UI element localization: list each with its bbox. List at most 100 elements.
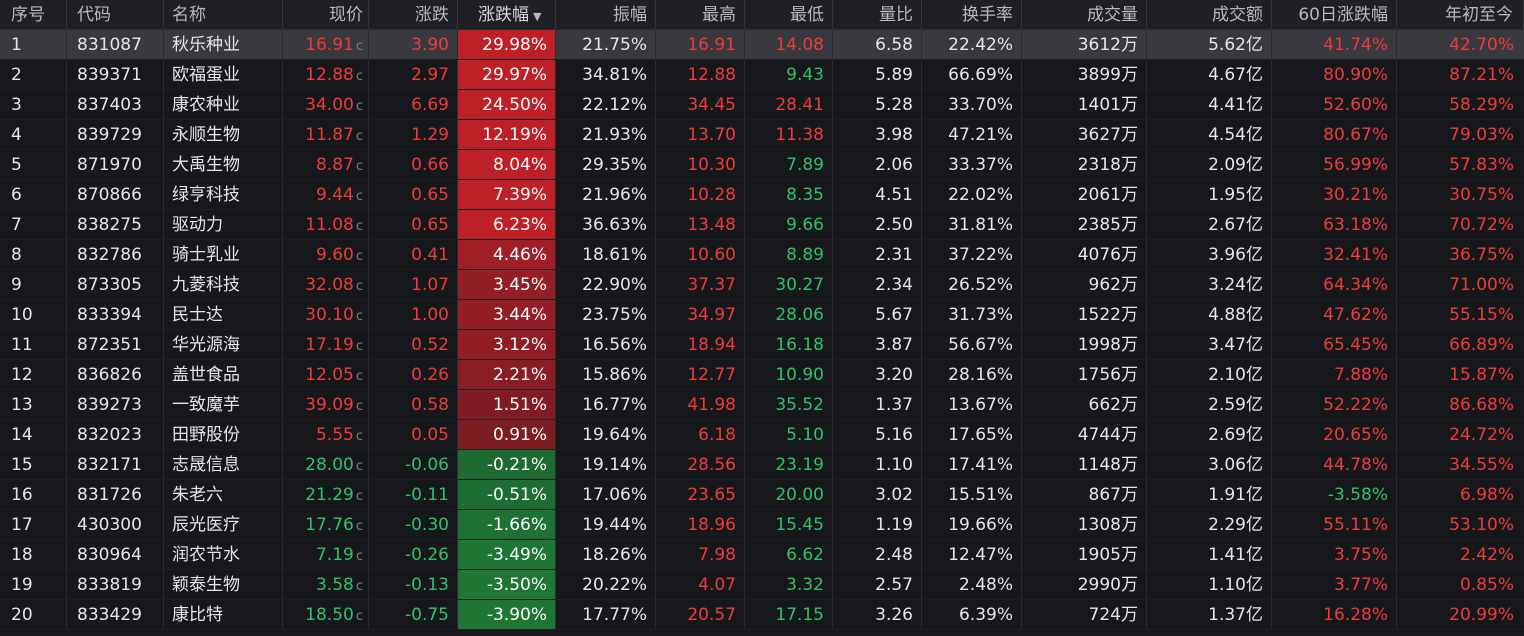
- cell-high: 4.07: [656, 570, 745, 599]
- sort-desc-icon[interactable]: ▼: [533, 10, 542, 23]
- cell-change: 0.41: [369, 240, 458, 269]
- cell-60d-change: 3.77%: [1272, 570, 1397, 599]
- table-row[interactable]: 19 833819 颖泰生物 3.58 c -0.13 -3.50% 20.22% 4.07 3.…: [0, 570, 1524, 600]
- col-header-amount[interactable]: 成交额: [1147, 0, 1272, 29]
- col-header-60d-change[interactable]: 60日涨跌幅: [1272, 0, 1397, 29]
- table-row[interactable]: 1 831087 秋乐种业 16.91 c 3.90 29.98% 21.75% 16.91 14…: [0, 30, 1524, 60]
- col-header-name[interactable]: 名称: [164, 0, 283, 29]
- table-row[interactable]: 4 839729 永顺生物 11.87 c 1.29 12.19% 21.93% 13.70 11…: [0, 120, 1524, 150]
- cell-index: 14: [0, 420, 67, 449]
- col-header-index[interactable]: 序号: [0, 0, 67, 29]
- cell-high: 28.56: [656, 450, 745, 479]
- table-row[interactable]: 2 839371 欧福蛋业 12.88 c 2.97 29.97% 34.81% 12.88 9.…: [0, 60, 1524, 90]
- cell-turnover-rate: 28.16%: [922, 360, 1022, 389]
- table-row[interactable]: 3 837403 康农种业 34.00 c 6.69 24.50% 22.12% 34.45 28…: [0, 90, 1524, 120]
- table-row[interactable]: 11 872351 华光源海 17.19 c 0.52 3.12% 16.56% 18.94 16…: [0, 330, 1524, 360]
- cell-name: 颖泰生物: [164, 570, 283, 599]
- table-row[interactable]: 18 830964 润农节水 7.19 c -0.26 -3.49% 18.26% 7.98 6.…: [0, 540, 1524, 570]
- cell-price: 11.87 c: [283, 120, 369, 149]
- table-row[interactable]: 12 836826 盖世食品 12.05 c 0.26 2.21% 15.86% 12.77 10…: [0, 360, 1524, 390]
- cell-high: 12.88: [656, 60, 745, 89]
- cell-change-pct: 24.50%: [458, 90, 556, 119]
- cell-ytd: 57.83%: [1449, 155, 1514, 175]
- cell-turnover-rate: 13.67%: [922, 390, 1022, 419]
- cell-ytd: 24.72%: [1449, 425, 1514, 445]
- cell-price: 5.55 c: [283, 420, 369, 449]
- cell-volume-ratio: 5.28: [833, 90, 922, 119]
- cell-high: 12.77: [656, 360, 745, 389]
- cell-ytd: 6.98%: [1459, 485, 1514, 505]
- cell-volume-ratio: 2.31: [833, 240, 922, 269]
- cell-volume-ratio: 2.50: [833, 210, 922, 239]
- cell-change-pct: 7.39%: [458, 180, 556, 209]
- cell-price: 8.87 c: [283, 150, 369, 179]
- cell-60d-change: 63.18%: [1272, 210, 1397, 239]
- table-row[interactable]: 20 833429 康比特 18.50 c -0.75 -3.90% 17.77% 20.57 1…: [0, 600, 1524, 630]
- cell-code: 838275: [67, 210, 164, 239]
- cell-turnover-rate: 22.42%: [922, 30, 1022, 59]
- col-header-ytd[interactable]: 年初至今: [1397, 0, 1524, 29]
- cell-name: 辰光医疗: [164, 510, 283, 539]
- table-row[interactable]: 16 831726 朱老六 21.29 c -0.11 -0.51% 17.06% 23.65 2…: [0, 480, 1524, 510]
- cell-volume: 3612万: [1022, 30, 1147, 59]
- col-header-code[interactable]: 代码: [67, 0, 164, 29]
- table-row[interactable]: 13 839273 一致魔芋 39.09 c 0.58 1.51% 16.77% 41.98 35…: [0, 390, 1524, 420]
- cell-index: 7: [0, 210, 67, 239]
- cell-low: 9.43: [745, 60, 833, 89]
- cell-name: 大禹生物: [164, 150, 283, 179]
- cell-amount: 4.67亿: [1147, 60, 1272, 89]
- col-header-turnover-rate[interactable]: 换手率: [922, 0, 1022, 29]
- cell-ytd: 87.21%: [1449, 65, 1514, 85]
- table-row[interactable]: 17 430300 辰光医疗 17.76 c -0.30 -1.66% 19.44% 18.96…: [0, 510, 1524, 540]
- table-row[interactable]: 7 838275 驱动力 11.08 c 0.65 6.23% 36.63% 13.48 9.66…: [0, 210, 1524, 240]
- price-flag-indicator: c: [355, 489, 363, 504]
- col-header-price[interactable]: 现价: [283, 0, 369, 29]
- cell-volume: 724万: [1022, 600, 1147, 629]
- cell-ytd: 86.68%: [1449, 395, 1514, 415]
- cell-change-pct: -0.21%: [458, 450, 556, 479]
- cell-change: 0.05: [369, 420, 458, 449]
- cell-turnover-rate: 66.69%: [922, 60, 1022, 89]
- cell-price: 34.00 c: [283, 90, 369, 119]
- table-row[interactable]: 14 832023 田野股份 5.55 c 0.05 0.91% 19.64% 6.18 5.10…: [0, 420, 1524, 450]
- cell-ytd: 79.03%: [1449, 125, 1514, 145]
- cell-low: 30.27: [745, 270, 833, 299]
- price-flag-indicator: c: [355, 279, 363, 294]
- cell-name: 志晟信息: [164, 450, 283, 479]
- cell-code: 833429: [67, 600, 164, 629]
- table-row[interactable]: 9 873305 九菱科技 32.08 c 1.07 3.45% 22.90% 37.37 30.…: [0, 270, 1524, 300]
- col-header-change-pct[interactable]: 涨跌幅 ▼: [458, 0, 556, 29]
- cell-ytd: 36.75%: [1449, 245, 1514, 265]
- cell-60d-change: 16.28%: [1272, 600, 1397, 629]
- cell-low: 7.89: [745, 150, 833, 179]
- cell-high: 20.57: [656, 600, 745, 629]
- cell-volume-ratio: 3.26: [833, 600, 922, 629]
- cell-volume-ratio: 3.98: [833, 120, 922, 149]
- cell-turnover-rate: 26.52%: [922, 270, 1022, 299]
- table-row[interactable]: 5 871970 大禹生物 8.87 c 0.66 8.04% 29.35% 10.30 7.89…: [0, 150, 1524, 180]
- cell-amount: 2.29亿: [1147, 510, 1272, 539]
- cell-index: 10: [0, 300, 67, 329]
- cell-low: 35.52: [745, 390, 833, 419]
- cell-change: -0.26: [369, 540, 458, 569]
- table-row[interactable]: 10 833394 民士达 30.10 c 1.00 3.44% 23.75% 34.97 28.…: [0, 300, 1524, 330]
- cell-volume-ratio: 3.20: [833, 360, 922, 389]
- cell-volume: 662万: [1022, 390, 1147, 419]
- table-row[interactable]: 6 870866 绿亨科技 9.44 c 0.65 7.39% 21.96% 10.28 8.35…: [0, 180, 1524, 210]
- cell-price: 9.60 c: [283, 240, 369, 269]
- col-header-change[interactable]: 涨跌: [369, 0, 458, 29]
- cell-amplitude: 21.93%: [556, 120, 656, 149]
- col-header-high[interactable]: 最高: [656, 0, 745, 29]
- table-row[interactable]: 15 832171 志晟信息 28.00 c -0.06 -0.21% 19.14% 28.56…: [0, 450, 1524, 480]
- cell-name: 九菱科技: [164, 270, 283, 299]
- col-header-low[interactable]: 最低: [745, 0, 833, 29]
- table-row[interactable]: 8 832786 骑士乳业 9.60 c 0.41 4.46% 18.61% 10.60 8.89…: [0, 240, 1524, 270]
- col-header-amplitude[interactable]: 振幅: [556, 0, 656, 29]
- cell-volume: 867万: [1022, 480, 1147, 509]
- col-header-volume-ratio[interactable]: 量比: [833, 0, 922, 29]
- price-flag-indicator: c: [355, 339, 363, 354]
- col-header-volume[interactable]: 成交量: [1022, 0, 1147, 29]
- cell-low: 20.00: [745, 480, 833, 509]
- cell-change: -0.13: [369, 570, 458, 599]
